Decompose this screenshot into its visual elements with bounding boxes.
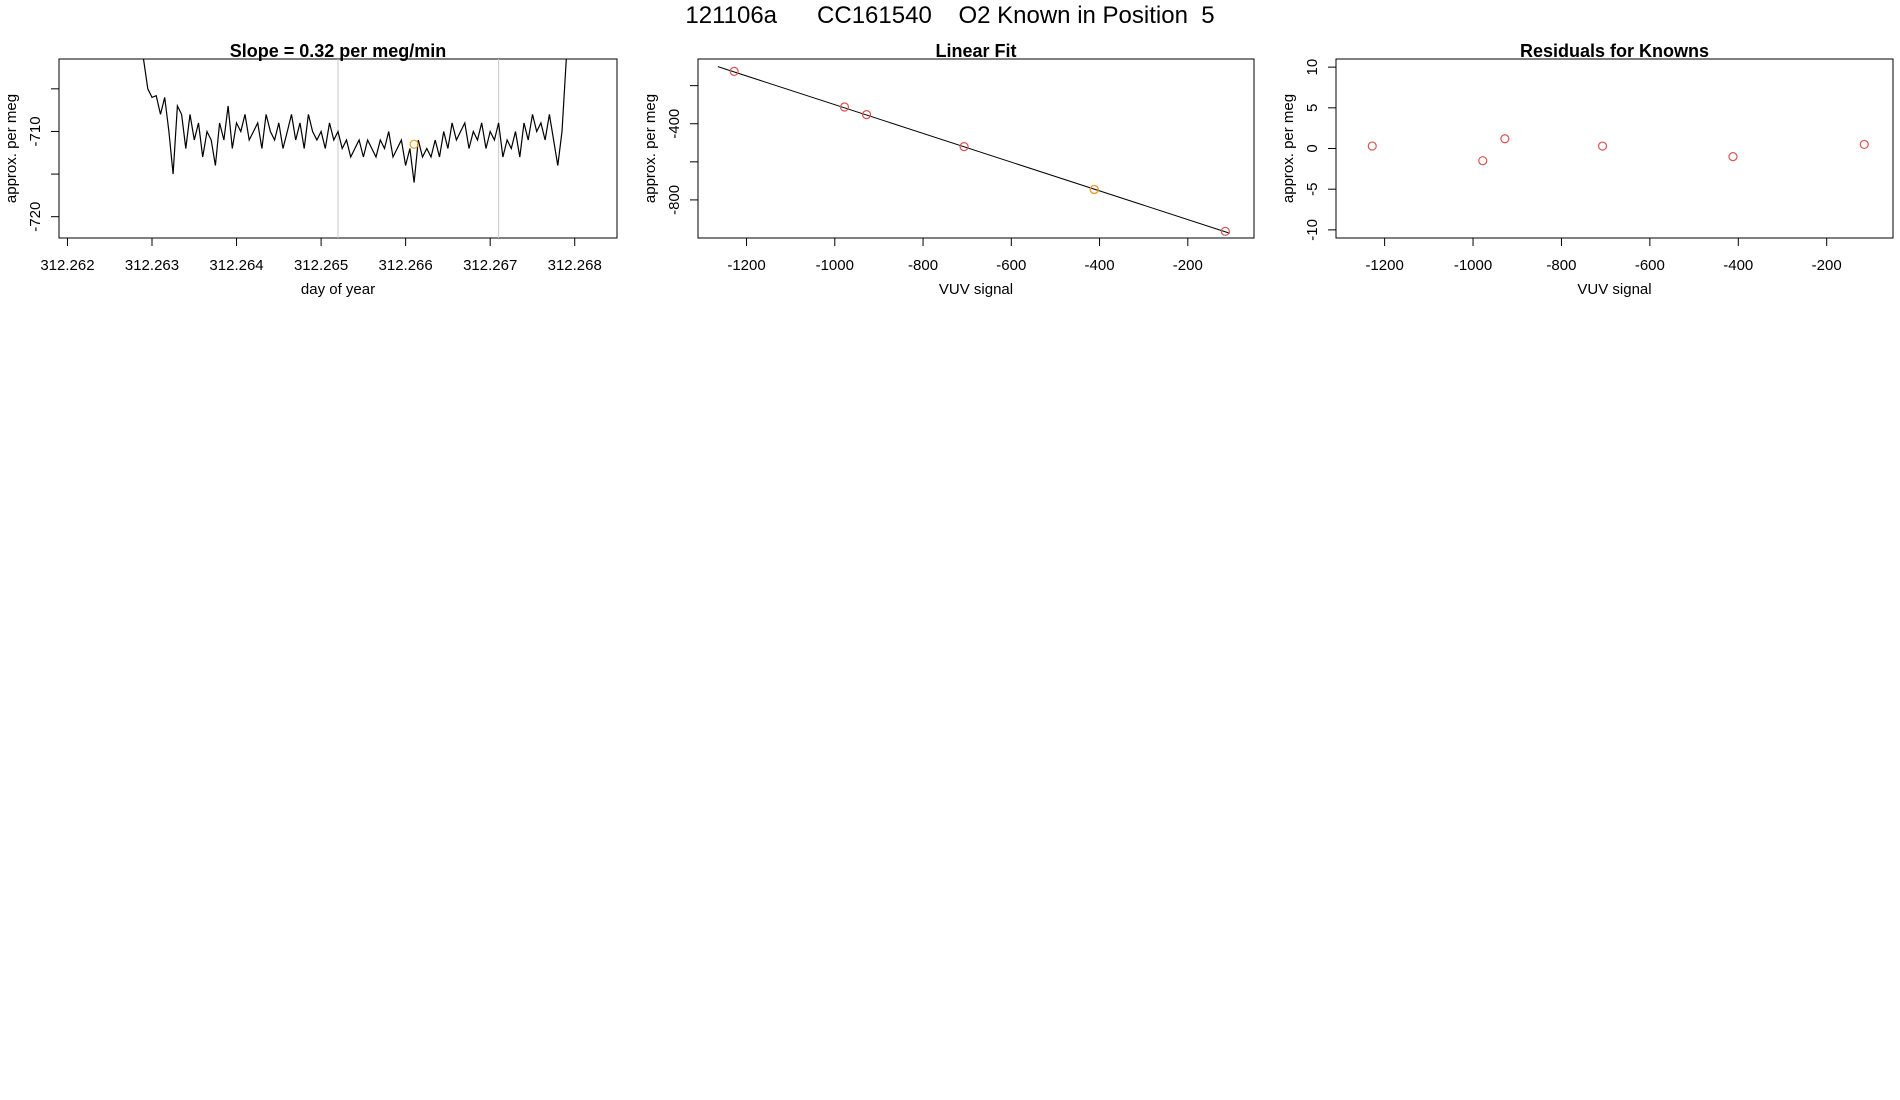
y-tick-label: 10 — [1304, 59, 1321, 76]
highlight-point — [409, 139, 419, 149]
y-tick-label: -10 — [1304, 219, 1321, 241]
data-point — [1478, 156, 1488, 166]
x-tick-label: 312.268 — [548, 257, 602, 274]
x-tick-label: -200 — [1812, 257, 1842, 274]
y-tick-label: -400 — [666, 109, 683, 139]
x-tick-label: -200 — [1173, 257, 1203, 274]
y-tick-label: -5 — [1304, 183, 1321, 196]
x-tick-label: -1000 — [816, 257, 854, 274]
panel-time-series: Slope = 0.32 per meg/min day of year app… — [3, 41, 618, 298]
series-line — [142, 59, 567, 183]
y-tick-label: -720 — [27, 202, 44, 232]
data-point — [1089, 184, 1099, 195]
x-tick-label: -1200 — [1365, 257, 1403, 274]
y-tick-label: -710 — [27, 116, 44, 146]
y-tick-label: 0 — [1304, 144, 1321, 152]
x-tick-label: -800 — [908, 257, 938, 274]
x-tick-label: -400 — [1723, 257, 1753, 274]
y-axis-label-per-meg: approx. per meg — [642, 94, 659, 203]
x-tick-label: -600 — [1635, 257, 1665, 274]
data-point — [729, 66, 739, 76]
data-point — [1220, 226, 1230, 236]
data-point — [861, 110, 872, 120]
x-axis-label-day-of-year: day of year — [301, 281, 375, 298]
panel-title-residuals: Residuals for Knowns — [1520, 41, 1709, 61]
x-axis-label-vuv-signal: VUV signal — [939, 281, 1013, 298]
data-point — [1597, 141, 1608, 151]
x-tick-label: -1200 — [727, 257, 765, 274]
figure-title: 121106a CC161540 O2 Known in Position 5 — [685, 2, 1215, 29]
y-tick-label: 5 — [1304, 104, 1321, 112]
data-point — [1728, 152, 1738, 162]
data-point — [1367, 141, 1377, 151]
plot-frame — [697, 58, 1255, 239]
plot-data-layer — [1367, 134, 1869, 166]
x-tick-label: 312.267 — [463, 257, 517, 274]
x-tick-label: -1000 — [1454, 257, 1492, 274]
x-tick-label: 312.262 — [40, 257, 94, 274]
plot-data-layer — [142, 59, 567, 238]
x-axis-label-vuv-signal: VUV signal — [1577, 281, 1651, 298]
x-tick-label: 312.263 — [125, 257, 179, 274]
x-tick-label: 312.264 — [209, 257, 263, 274]
y-axis-label-per-meg: approx. per meg — [3, 94, 20, 203]
panel-linear-fit: Linear Fit VUV signal approx. per meg -1… — [642, 41, 1255, 298]
data-point — [839, 102, 850, 112]
panel-residuals: Residuals for Knowns VUV signal approx. … — [1280, 41, 1894, 298]
y-tick-label: -800 — [666, 185, 683, 215]
x-tick-label: 312.266 — [379, 257, 433, 274]
fit-line — [717, 66, 1230, 234]
x-tick-label: -800 — [1546, 257, 1576, 274]
x-tick-label: -400 — [1085, 257, 1115, 274]
panel-title-linear-fit: Linear Fit — [935, 41, 1016, 61]
x-tick-label: 312.265 — [294, 257, 348, 274]
plot-frame — [1335, 58, 1894, 239]
plot-data-layer — [717, 66, 1230, 236]
y-axis-label-per-meg: approx. per meg — [1280, 94, 1297, 203]
data-point — [959, 141, 969, 152]
x-tick-label: -600 — [996, 257, 1026, 274]
data-point — [1859, 139, 1869, 150]
data-point — [1500, 134, 1510, 144]
panel-title-slope: Slope = 0.32 per meg/min — [230, 41, 447, 61]
